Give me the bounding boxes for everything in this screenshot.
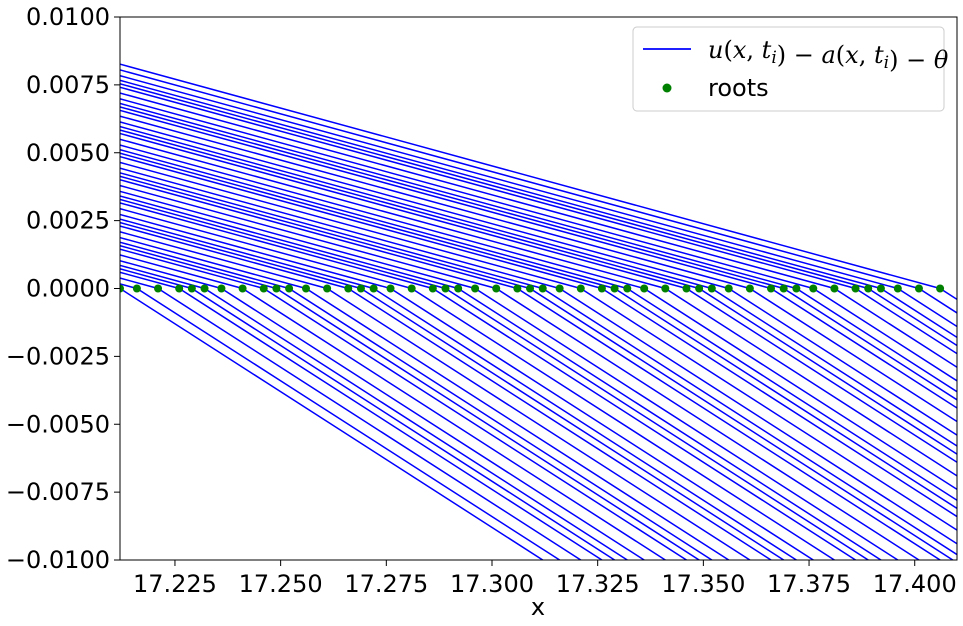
root-point [538,284,547,293]
root-point [175,284,184,293]
root-point [238,284,247,293]
root-point [526,284,535,293]
root-point [661,284,670,293]
root-point [454,284,463,293]
root-point [344,284,353,293]
root-point [369,284,378,293]
root-point [695,284,704,293]
root-point [132,284,141,293]
y-tick-label: −0.0050 [6,410,110,438]
y-tick-label: −0.0025 [6,342,110,370]
root-point [682,284,691,293]
root-point [936,284,945,293]
legend-label-curve: u(x, ti) − a(x, ti) − θ [708,36,949,74]
root-point [187,284,196,293]
root-point [809,284,818,293]
x-tick-label: 17.400 [873,570,957,598]
x-tick-label: 17.325 [556,570,640,598]
roots-group [120,284,945,293]
root-point [876,284,885,293]
root-point [724,284,733,293]
root-point [610,284,619,293]
root-point [428,284,437,293]
root-point [441,284,450,293]
y-tick-label: 0.0075 [26,71,110,99]
x-tick-label: 17.300 [450,570,534,598]
root-point [767,284,775,293]
root-point [323,284,332,293]
legend-label-roots: roots [708,74,769,102]
legend-marker-swatch [662,83,672,93]
root-point [893,284,902,293]
x-tick-label: 17.275 [344,570,428,598]
y-tick-label: 0.0025 [26,207,110,235]
x-ticks: 17.225 17.250 17.275 17.300 17.325 17.350 17.3… [133,560,957,598]
root-point [272,284,281,293]
root-point [707,284,716,293]
root-point [302,284,310,293]
root-point [407,284,416,293]
legend: u(x, ti) − a(x, ti) − θ roots [632,26,949,112]
y-tick-label: 0.0100 [26,3,110,31]
root-point [386,284,395,293]
root-point [471,284,480,293]
root-point [623,284,632,293]
x-tick-label: 17.250 [239,570,323,598]
root-point [640,284,649,293]
root-point [914,284,923,293]
root-point [120,284,124,293]
root-point [576,284,585,293]
root-point [285,284,294,293]
y-tick-label: −0.0075 [6,478,110,506]
root-point [745,284,754,293]
y-tick-label: 0.0000 [26,275,110,303]
root-point [864,284,873,293]
legend-box [632,26,945,112]
root-point [200,284,209,293]
x-tick-label: 17.225 [133,570,217,598]
root-point [154,284,163,293]
root-point [513,284,522,293]
root-point [492,284,501,293]
y-tick-label: 0.0050 [26,139,110,167]
root-point [779,284,788,293]
root-point [555,284,564,293]
x-axis-label: x [531,593,545,621]
x-tick-label: 17.350 [661,570,745,598]
root-point [851,284,860,293]
root-point [792,284,801,293]
root-point [356,284,365,293]
y-ticks: −0.0100 −0.0075 −0.0050 −0.0025 0.0000 0.0025… [6,3,120,574]
x-tick-label: 17.375 [767,570,851,598]
root-point [597,284,606,293]
root-point [217,284,226,293]
y-tick-label: −0.0100 [6,546,110,574]
root-point [830,284,839,293]
root-point [259,284,268,293]
